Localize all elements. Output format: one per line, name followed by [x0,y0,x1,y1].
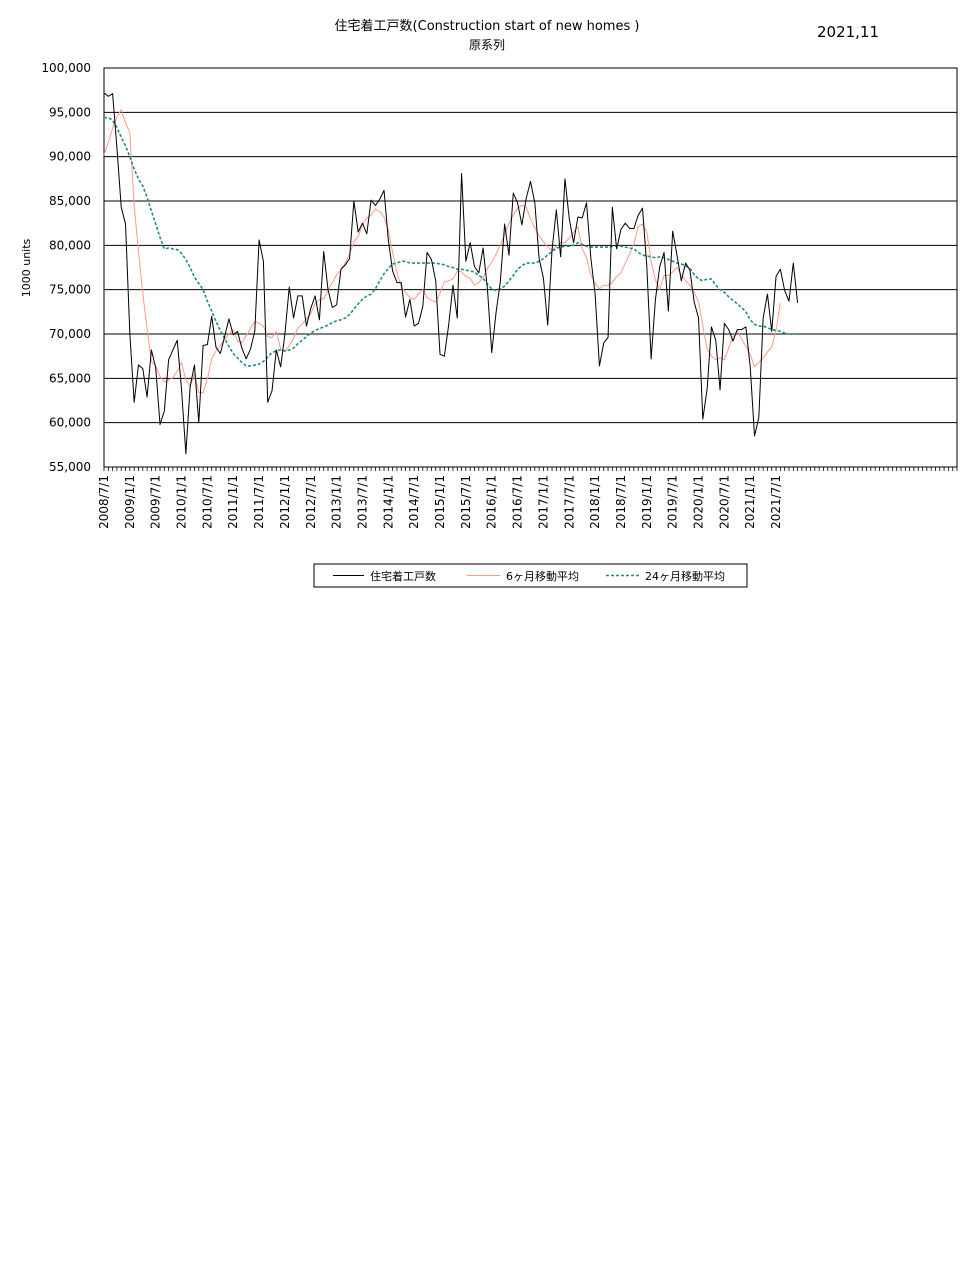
x-tick-label: 2012/7/1 [304,475,318,529]
y-tick-label: 65,000 [49,371,91,385]
x-tick-label: 2020/1/1 [692,475,706,529]
x-tick-label: 2020/7/1 [717,475,731,529]
report-date: 2021,11 [817,23,879,41]
plot-area [103,67,958,468]
x-tick-label: 2018/1/1 [588,475,602,529]
x-tick-label: 2019/1/1 [640,475,654,529]
x-tick-label: 2017/1/1 [536,475,550,529]
x-tick-label: 2010/1/1 [175,475,189,529]
y-tick-label: 55,000 [49,460,91,474]
y-tick-label: 75,000 [49,283,91,297]
series-layer [103,92,799,455]
y-tick-label: 60,000 [49,416,91,430]
x-tick-label: 2016/1/1 [485,475,499,529]
x-tick-label: 2014/1/1 [381,475,395,529]
y-tick-label: 80,000 [49,238,91,252]
x-tick-label: 2009/7/1 [149,475,163,529]
x-tick-label: 2011/7/1 [252,475,266,529]
legend-label-6m: 6ヶ月移動平均 [506,569,579,583]
y-axis-label: 1000 units [20,238,33,297]
legend-label-24m: 24ヶ月移動平均 [645,569,725,583]
x-tick-label: 2015/7/1 [459,475,473,529]
x-tick-label: 2021/7/1 [769,475,783,529]
x-tick-label: 2008/7/1 [97,475,111,529]
x-tick-labels: 2008/7/1 2009/1/1 2009/7/1 2010/1/1 2010/7/1… [97,475,783,529]
chart-title: 住宅着工戸数(Construction start of new homes ) [335,18,640,34]
plot-background [103,67,958,468]
x-tick-label: 2009/1/1 [123,475,137,529]
series-line-1 [103,109,781,394]
x-tick-label: 2018/7/1 [614,475,628,529]
series-line-0 [103,92,799,455]
x-tick-label: 2012/1/1 [278,475,292,529]
x-minor-ticks [103,467,958,471]
x-tick-label: 2013/7/1 [355,475,369,529]
x-tick-label: 2017/7/1 [562,475,576,529]
legend-label-main: 住宅着工戸数 [370,569,436,583]
x-tick-label: 2021/1/1 [743,475,757,529]
x-tick-label: 2016/7/1 [511,475,525,529]
x-tick-label: 2015/1/1 [433,475,447,529]
y-tick-label: 85,000 [49,194,91,208]
legend: 住宅着工戸数 6ヶ月移動平均 24ヶ月移動平均 [313,563,748,588]
x-tick-label: 2019/7/1 [666,475,680,529]
y-gridlines [104,111,957,424]
x-tick-label: 2010/7/1 [200,475,214,529]
y-tick-labels: 100,000 95,000 90,000 85,000 80,000 75,000 70,… [41,61,91,474]
x-tick-label: 2013/1/1 [330,475,344,529]
legend-box [313,563,748,588]
y-tick-label: 90,000 [49,150,91,164]
x-tick-label: 2014/7/1 [407,475,421,529]
chart-subtitle: 原系列 [469,38,505,52]
x-tick-label: 2011/1/1 [226,475,240,529]
y-tick-label: 70,000 [49,327,91,341]
series-line-2 [104,116,798,367]
y-tick-label: 95,000 [49,105,91,119]
y-tick-label: 100,000 [41,61,91,75]
